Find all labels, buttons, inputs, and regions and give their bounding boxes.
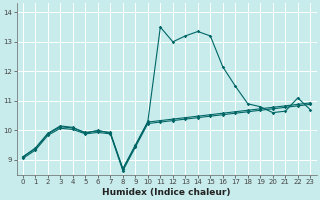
X-axis label: Humidex (Indice chaleur): Humidex (Indice chaleur) bbox=[102, 188, 231, 197]
